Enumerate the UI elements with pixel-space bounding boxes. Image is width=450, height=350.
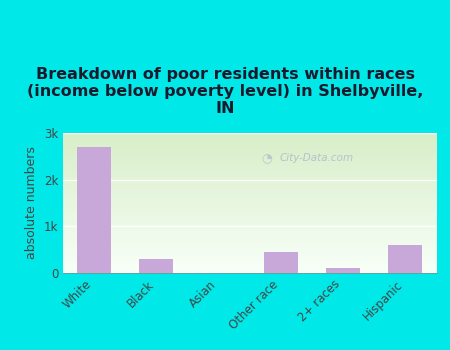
Text: City-Data.com: City-Data.com xyxy=(279,153,354,163)
Text: Breakdown of poor residents within races
(income below poverty level) in Shelbyv: Breakdown of poor residents within races… xyxy=(27,66,423,116)
Bar xyxy=(388,245,423,273)
Bar xyxy=(264,252,298,273)
Bar xyxy=(139,259,174,273)
Y-axis label: absolute numbers: absolute numbers xyxy=(25,147,38,259)
Bar xyxy=(326,268,360,273)
Bar xyxy=(77,147,111,273)
Text: ◔: ◔ xyxy=(261,152,272,165)
